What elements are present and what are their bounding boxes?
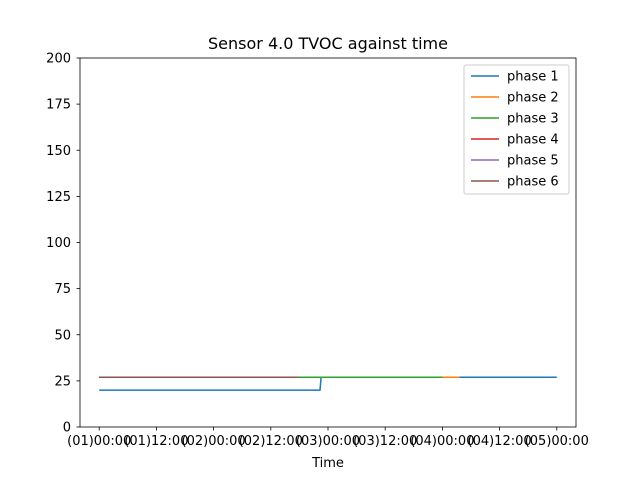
series-layer [99, 376, 557, 391]
chart-title: Sensor 4.0 TVOC against time [208, 34, 448, 53]
x-tick-label: (02)00:00 [182, 434, 246, 449]
x-tick-label: (03)00:00 [296, 434, 360, 449]
x-tick-label: (01)00:00 [67, 434, 131, 449]
x-tick-label: (04)00:00 [410, 434, 474, 449]
x-tick-label: (03)12:00 [353, 434, 417, 449]
x-tick-label: (01)12:00 [124, 434, 188, 449]
y-tick-label: 175 [46, 98, 71, 113]
legend: phase 1 phase 2 phase 3 phase 4 phase 5 phase… [463, 64, 570, 195]
y-tick-label: 200 [46, 52, 71, 67]
legend-label-phase-2: phase 2 [507, 91, 559, 106]
legend-label-phase-3: phase 3 [507, 112, 559, 127]
legend-label-phase-5: phase 5 [507, 154, 559, 169]
x-tick-label: (05)00:00 [525, 434, 589, 449]
y-tick-label: 25 [54, 374, 71, 389]
x-tick-label: (04)12:00 [468, 434, 532, 449]
legend-label-phase-1: phase 1 [507, 70, 559, 85]
y-tick-label: 75 [54, 282, 71, 297]
y-tick-label: 50 [54, 328, 71, 343]
y-tick-label: 125 [46, 190, 71, 205]
legend-label-phase-4: phase 4 [507, 133, 559, 148]
x-axis-label: Time [311, 456, 344, 471]
y-tick-label: 0 [63, 421, 71, 436]
x-tick-label: (02)12:00 [239, 434, 303, 449]
y-tick-label: 150 [46, 144, 71, 159]
axes-layer: 0 25 50 75 100 125 150 175 200 (01)00:00(01)12:00… [46, 52, 589, 450]
y-tick-label: 100 [46, 236, 71, 251]
legend-label-phase-6: phase 6 [507, 175, 559, 190]
